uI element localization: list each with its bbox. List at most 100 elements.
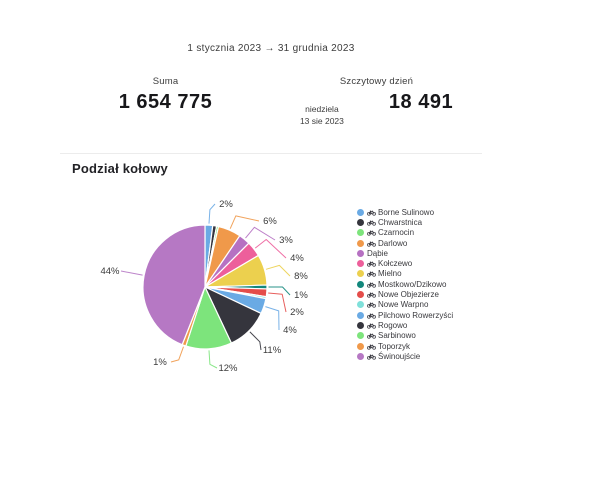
legend-color-dot <box>357 208 364 216</box>
summary-stats: Suma 1 654 775 Szczytowy dzień niedziela… <box>60 76 482 127</box>
legend-color-dot <box>357 229 364 237</box>
label-leader-line <box>268 286 291 296</box>
legend-item[interactable]: Darlowo <box>357 238 453 248</box>
slice-percent-label: 2% <box>290 307 304 318</box>
chart-legend: Borne Sulinowo Chwarstnica Czarnocin Dar… <box>357 207 453 361</box>
legend-color-dot <box>357 280 364 288</box>
sum-stat: Suma 1 654 775 <box>60 76 271 127</box>
legend-item[interactable]: Rogowo <box>357 320 453 330</box>
slice-percent-label: 12% <box>218 363 238 374</box>
legend-color-dot <box>357 311 364 319</box>
slice-percent-label: 6% <box>263 216 277 227</box>
bicycle-icon <box>367 353 376 360</box>
slice-percent-label: 3% <box>279 235 293 246</box>
slice-percent-label: 1% <box>153 357 167 368</box>
legend-label: Sarbinowo <box>378 331 416 341</box>
bicycle-icon <box>367 312 376 319</box>
bicycle-icon <box>367 240 376 247</box>
legend-label: Toporzyk <box>378 341 411 351</box>
label-leader-line <box>268 292 287 313</box>
legend-item[interactable]: Borne Sulinowo <box>357 207 453 217</box>
slice-percent-label: 1% <box>294 290 308 301</box>
peak-day-row: niedziela 13 sie 2023 18 491 <box>271 87 482 127</box>
legend-item[interactable]: Pilchowo Rowerzyści <box>357 310 453 320</box>
label-leader-line <box>265 306 280 331</box>
label-leader-line <box>254 239 287 259</box>
legend-color-dot <box>357 260 364 268</box>
bicycle-icon <box>367 322 376 329</box>
bicycle-icon <box>367 219 376 226</box>
legend-color-dot <box>357 270 364 278</box>
legend-label: Rogowo <box>378 320 408 330</box>
legend-color-dot <box>357 301 364 309</box>
legend-color-dot <box>357 332 364 340</box>
pie-chart-area: 2% 6% 3% 4% 8% 1% 2% 4% 11% 12% 1% 44% Borne Sulino… <box>60 184 482 399</box>
label-leader-line <box>265 264 291 277</box>
section-divider <box>60 153 482 154</box>
legend-item[interactable]: Świnoujście <box>357 351 453 361</box>
legend-label: Mielno <box>378 269 402 279</box>
legend-label: Mostkowo/Dzikowo <box>378 279 447 289</box>
slice-percent-label: 11% <box>263 345 282 356</box>
peak-day-date: niedziela 13 sie 2023 <box>300 87 344 127</box>
legend-item[interactable]: Nowe Objezierze <box>357 289 453 299</box>
slice-percent-label: 8% <box>294 271 308 282</box>
legend-color-dot <box>357 342 364 350</box>
bicycle-icon <box>367 281 376 288</box>
legend-item[interactable]: Sarbinowo <box>357 331 453 341</box>
legend-label: Pilchowo Rowerzyści <box>378 310 454 320</box>
legend-color-dot <box>357 218 364 226</box>
label-leader-line <box>170 346 184 363</box>
legend-item[interactable]: Chwarstnica <box>357 217 453 227</box>
legend-color-dot <box>357 352 364 360</box>
label-leader-line <box>120 270 143 276</box>
legend-item[interactable]: Kołczewo <box>357 258 453 268</box>
legend-label: Borne Sulinowo <box>378 207 435 217</box>
bicycle-icon <box>367 291 376 298</box>
slice-percent-label: 4% <box>283 325 297 336</box>
date-range: 1 stycznia 2023 → 31 grudnia 2023 <box>187 43 355 54</box>
bicycle-icon <box>367 270 376 278</box>
legend-label: Nowe Objezierze <box>378 290 439 300</box>
legend-item[interactable]: Nowe Warpno <box>357 300 453 310</box>
legend-item[interactable]: Mostkowo/Dzikowo <box>357 279 453 289</box>
peak-day-calendar-date: 13 sie 2023 <box>299 116 344 126</box>
legend-label: Czarnocin <box>378 228 415 238</box>
label-leader-line <box>208 203 216 224</box>
bicycle-icon <box>367 229 376 236</box>
pie-section-title: Podział kołowy <box>72 161 168 176</box>
legend-item[interactable]: Mielno <box>357 269 453 279</box>
bicycle-icon <box>367 301 376 308</box>
legend-color-dot <box>357 249 364 257</box>
label-leader-line <box>249 331 262 351</box>
slice-percent-label: 44% <box>100 266 120 277</box>
legend-label: Darlowo <box>378 238 408 248</box>
bicycle-icon <box>367 332 376 339</box>
legend-label: Dąbie <box>367 248 388 258</box>
peak-day-label: Szczytowy dzień <box>339 76 414 87</box>
content-container: 1 stycznia 2023 → 31 grudnia 2023 Suma 1… <box>60 0 482 399</box>
legend-item[interactable]: Czarnocin <box>357 228 453 238</box>
legend-label: Chwarstnica <box>378 217 423 227</box>
bicycle-icon <box>367 209 376 216</box>
sum-value: 1 654 775 <box>118 91 213 113</box>
peak-day-stat: Szczytowy dzień niedziela 13 sie 2023 18… <box>271 76 482 127</box>
legend-item[interactable]: Toporzyk <box>357 341 453 351</box>
legend-label: Nowe Warpno <box>378 300 429 310</box>
legend-label: Świnoujście <box>378 351 421 361</box>
legend-color-dot <box>357 321 364 329</box>
label-leader-line <box>245 226 276 241</box>
legend-item[interactable]: Dąbie <box>357 248 453 258</box>
peak-day-weekday: niedziela <box>305 104 339 114</box>
legend-color-dot <box>357 239 364 247</box>
legend-color-dot <box>357 291 364 299</box>
legend-label: Kołczewo <box>378 259 413 269</box>
slice-percent-label: 4% <box>290 253 304 264</box>
pie-chart: 2%6%3%4%8%1%2%4%11%12%1%44% <box>100 199 308 374</box>
slice-percent-label: 2% <box>219 199 233 210</box>
label-leader-line <box>208 350 218 369</box>
pie-slice[interactable] <box>142 224 206 346</box>
bicycle-icon <box>367 343 376 350</box>
label-leader-line <box>229 215 260 229</box>
